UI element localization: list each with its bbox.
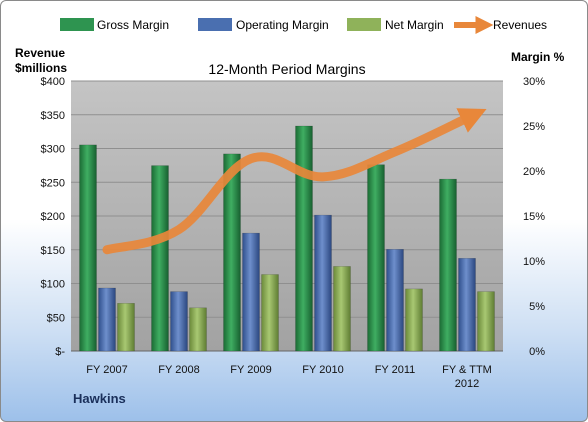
legend-swatch [347,18,381,31]
y-left-tick-label: $250 [41,177,65,189]
y-right-tick-label: 25% [523,121,545,133]
y-right-tick-label: 10% [523,256,545,268]
y-left-tick-label: $400 [41,76,65,88]
bar-gross-margin [439,178,457,352]
legend-item-revenues: Revenues [454,16,547,34]
legend-swatch [198,18,232,31]
gridlines [71,80,503,318]
y-right-tick-label: 5% [529,301,545,313]
right-axis-title: Margin % [511,50,565,64]
bar-gross-margin [295,125,313,352]
revenues-line [102,108,487,255]
bar-net-margin [477,291,495,352]
y-right-tick-label: 20% [523,166,545,178]
left-axis-title-line1: Revenue [15,46,65,60]
x-tick-label: FY 2010 [302,364,343,376]
bar-operating-margin [314,214,332,352]
x-axis-labels: FY 2007 FY 2008 FY 2009 FY 2010 FY 2011 FY & … [86,364,492,390]
x-tick-label: FY 2009 [230,364,271,376]
bar-net-margin [333,266,351,352]
legend-label: Operating Margin [236,18,329,32]
revenue-line-series [102,108,487,255]
y-axis-left-labels: $- $50 $100 $150 $200 $250 $300 $350 $400 [41,76,66,358]
x-tick-label: FY & TTM [442,364,492,376]
x-tick-label: FY 2007 [86,364,127,376]
bar-gross-margin [367,164,385,352]
legend-label: Gross Margin [97,18,169,32]
y-left-tick-label: $- [55,346,65,358]
bar-operating-margin [242,232,260,352]
legend-swatch [60,18,94,31]
bar-operating-margin [458,258,476,352]
y-axis-right-labels: 0% 5% 10% 15% 20% 25% 30% [523,76,545,358]
bar-operating-margin [386,249,404,352]
bar-operating-margin [98,287,116,352]
bar-net-margin [405,288,423,352]
y-right-tick-label: 0% [529,346,545,358]
legend-item-gross-margin: Gross Margin [60,18,169,32]
x-tick-label: FY 2011 [375,364,416,376]
bar-gross-margin [223,153,241,352]
bar-gross-margin [79,144,97,352]
bar-net-margin [261,274,279,352]
y-right-tick-label: 30% [523,76,545,88]
x-tick-label: FY 2008 [158,364,199,376]
x-tick-label: 2012 [455,378,479,390]
bar-net-margin [117,303,135,352]
legend-item-net-margin: Net Margin [347,18,444,32]
chart-title: 12-Month Period Margins [208,61,365,77]
bar-net-margin [189,307,207,352]
y-left-tick-label: $350 [41,110,65,122]
legend-item-operating-margin: Operating Margin [198,18,329,32]
legend-label: Revenues [493,18,547,32]
company-name: Hawkins [73,391,126,406]
left-axis-title-line2: $millions [15,61,67,75]
y-left-tick-label: $150 [41,245,65,257]
y-left-tick-label: $300 [41,144,65,156]
y-left-tick-label: $200 [41,211,65,223]
bar-series [79,125,495,352]
bar-gross-margin [151,165,169,352]
bar-operating-margin [170,291,188,352]
y-right-tick-label: 15% [523,211,545,223]
y-left-tick-label: $100 [41,279,65,291]
legend-label: Net Margin [385,18,444,32]
y-left-tick-label: $50 [47,312,65,324]
legend: Gross Margin Operating Margin Net Margin… [60,16,547,34]
